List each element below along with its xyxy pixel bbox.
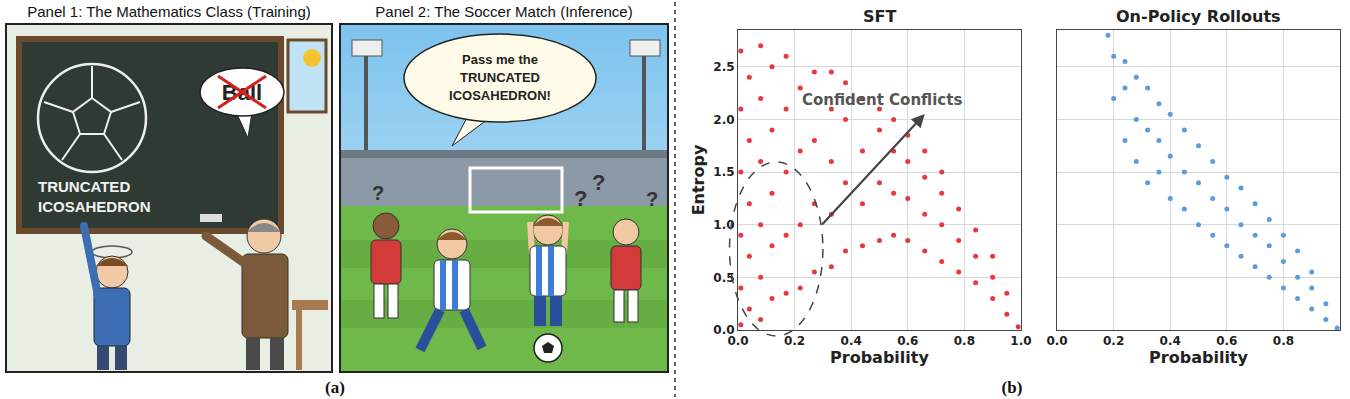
svg-text:0.6: 0.6 bbox=[897, 334, 918, 348]
svg-text:0.0: 0.0 bbox=[1046, 334, 1067, 348]
svg-text:2.5: 2.5 bbox=[713, 60, 734, 74]
svg-text:1.5: 1.5 bbox=[713, 165, 734, 179]
svg-text:Probability: Probability bbox=[1149, 348, 1248, 367]
svg-text:0.8: 0.8 bbox=[1273, 334, 1294, 348]
svg-text:1.0: 1.0 bbox=[1010, 334, 1031, 348]
svg-text:0.0: 0.0 bbox=[713, 323, 734, 337]
svg-text:0.6: 0.6 bbox=[1216, 334, 1237, 348]
svg-text:Probability: Probability bbox=[830, 348, 929, 367]
svg-text:(b): (b) bbox=[1002, 378, 1023, 397]
svg-text:TRUNCATED: TRUNCATED bbox=[38, 178, 130, 195]
svg-text:0.4: 0.4 bbox=[841, 334, 862, 348]
svg-text:1.0: 1.0 bbox=[713, 218, 734, 232]
svg-text:ICOSAHEDRON!: ICOSAHEDRON! bbox=[449, 88, 551, 103]
svg-text:0.8: 0.8 bbox=[954, 334, 975, 348]
svg-text:(a): (a) bbox=[325, 378, 345, 397]
svg-text:0.4: 0.4 bbox=[1160, 334, 1181, 348]
svg-text:0.5: 0.5 bbox=[713, 271, 734, 285]
svg-text:TRUNCATED: TRUNCATED bbox=[460, 70, 540, 85]
svg-text:On-Policy Rollouts: On-Policy Rollouts bbox=[1116, 7, 1281, 26]
svg-text:0.2: 0.2 bbox=[784, 334, 805, 348]
svg-text:?: ? bbox=[372, 182, 384, 204]
svg-text:2.0: 2.0 bbox=[713, 113, 734, 127]
svg-text:Confident Conflicts: Confident Conflicts bbox=[802, 91, 962, 109]
svg-text:ICOSAHEDRON: ICOSAHEDRON bbox=[38, 198, 151, 215]
svg-text:Entropy: Entropy bbox=[689, 144, 708, 215]
svg-text:Panel 2: The Soccer Match (Inf: Panel 2: The Soccer Match (Inference) bbox=[375, 3, 632, 20]
svg-text:Panel 1: The Mathematics Class: Panel 1: The Mathematics Class (Training… bbox=[27, 3, 310, 20]
svg-text:?: ? bbox=[592, 170, 605, 195]
svg-text:?: ? bbox=[574, 186, 587, 211]
svg-text:0.2: 0.2 bbox=[1103, 334, 1124, 348]
svg-text:0.0: 0.0 bbox=[727, 334, 748, 348]
svg-text:Pass me the: Pass me the bbox=[462, 52, 538, 67]
svg-text:SFT: SFT bbox=[863, 7, 896, 26]
svg-text:?: ? bbox=[646, 188, 658, 210]
